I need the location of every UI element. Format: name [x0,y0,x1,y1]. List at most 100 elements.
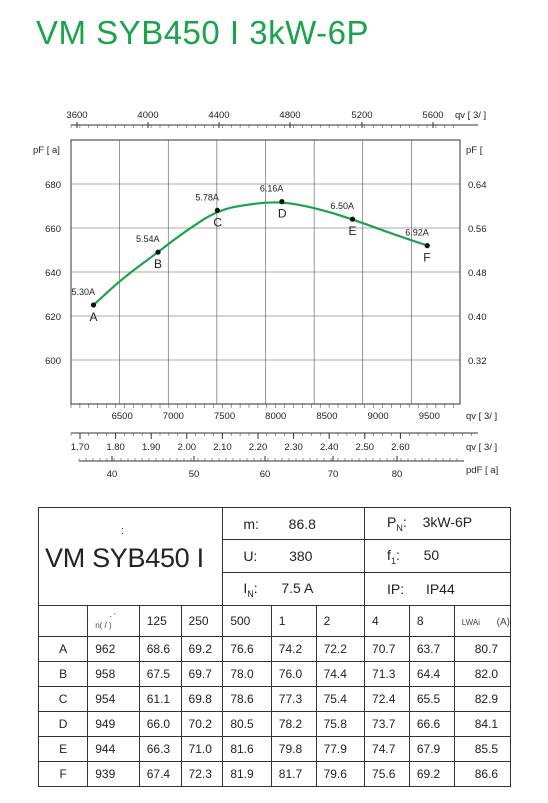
point-current-label: 5.30A [72,287,96,297]
x-top-tick-label: 4000 [137,110,158,121]
row-speed: 944 [87,736,140,762]
spec-dot: : [121,525,124,537]
x-bottom-2-tick-label: 1.80 [106,442,125,453]
performance-curve [92,201,428,306]
x-bottom-2-tick-label: 2.00 [178,442,197,453]
x-top-tick-label: 4800 [279,110,300,121]
y-left-axis-label: pF [ a] [33,145,60,156]
table-row: F 939 67.4 72.3 81.9 81.7 79.6 75.6 69.2 86.6 [37,761,512,787]
point-current-label: 5.54A [136,234,160,244]
spec-in-value: 7.5 A [281,579,314,596]
x-bottom-2-tick-label: 1.70 [71,442,90,453]
spec-in: IN: 7.5 A [222,572,366,606]
x-bottom-2-tick-label: 2.30 [284,442,303,453]
spec-ip: IP: IP44 [364,572,511,606]
row-band-value: 76.0 [270,661,317,687]
curve-point-f [424,243,430,249]
spec-pn-colon: : [402,514,407,531]
row-band-value: 67.9 [408,736,455,762]
table-row: E 944 66.3 71.0 81.6 79.8 77.9 74.7 67.9 85.5 [37,736,512,762]
row-band-value: 81.6 [222,736,272,762]
row-point: A [37,636,89,662]
row-band-value: 69.2 [408,761,455,787]
x-bottom-1-axis-label: qv [ 3/ ] [466,411,497,422]
point-current-label: 5.78A [195,192,219,202]
performance-chart: 600 620 640 660 680 pF [ a] 0.32 0.40 0.48 0.56 0.… [33,110,498,480]
noise-header-row: - ' n( / ) 125 250 500 1 2 4 8 LWAi (A) [37,605,512,637]
y-right-tick-label: 0.56 [468,224,487,235]
spec-in-label: I [243,579,248,596]
row-point: E [37,736,89,762]
curve-point-c [214,207,220,213]
row-band-value: 63.7 [408,636,455,662]
y-right-tick-label: 0.64 [468,180,487,191]
table-row: C 954 61.1 69.8 78.6 77.3 75.4 72.4 65.5 82.9 [37,686,512,712]
row-band-value: 66.3 [138,736,182,762]
row-band-value: 77.9 [315,736,366,762]
row-band-value: 81.7 [270,761,317,787]
row-band-value: 80.5 [222,711,272,737]
y-right-tick-label: 0.48 [468,268,487,279]
header-lwa-unit: (A) [496,617,510,628]
spec-in-colon: : [253,579,258,596]
row-lwa: 85.5 [453,736,512,762]
spec-m: m: 86.8 [222,507,366,540]
spec-m-value: 86.8 [288,515,316,532]
row-point: C [37,686,89,712]
x-bottom-3-axis-label: pdF [ a] [466,465,498,476]
row-band-value: 64.4 [408,661,455,687]
row-band-value: 75.6 [364,761,410,787]
row-band-value: 72.3 [180,761,224,787]
row-band-value: 77.3 [270,686,317,712]
header-speed: - ' n( / ) [87,605,140,637]
row-band-value: 81.9 [222,761,272,787]
row-band-value: 69.8 [180,686,224,712]
row-band-value: 66.6 [408,711,455,737]
y-left-tick-label: 600 [45,356,61,367]
row-band-value: 67.5 [138,661,182,687]
point-current-label: 6.16A [260,184,284,194]
point-name-label: A [90,310,98,324]
header-band-2k: 2 [315,605,366,637]
row-band-value: 71.0 [180,736,224,762]
x-bottom-1-tick-label: 9000 [368,411,389,422]
spec-pn-label: P [387,514,397,531]
x-bottom-1-tick-label: 7500 [214,411,235,422]
x-bottom-1-tick-label: 7000 [163,411,184,422]
row-band-value: 61.1 [138,686,182,712]
x-bottom-3-tick-label: 40 [107,469,118,480]
spec-pn: PN: 3kW-6P [364,507,511,540]
spec-model-cell: : VM SYB450 I [37,507,224,606]
spec-f1-colon: : [395,546,400,563]
header-band-250: 250 [180,605,224,637]
x-bottom-1-tick-label: 8000 [265,411,286,422]
point-current-label: 6.92A [405,228,429,238]
x-bottom-1-tick-label: 8500 [316,411,337,422]
x-top-tick-label: 4400 [208,110,229,121]
header-blank [37,605,89,637]
table-row: D 949 66.0 70.2 80.5 78.2 75.8 73.7 66.6 84.1 [37,711,512,737]
y-left-tick-label: 680 [45,180,61,191]
x-bottom-3-tick-label: 80 [392,469,403,480]
row-lwa: 82.0 [453,661,512,687]
x-bottom-3-tick-label: 50 [189,469,200,480]
y-left-tick-label: 660 [45,224,61,235]
spec-f1-value: 50 [423,546,440,563]
header-band-500: 500 [222,605,272,637]
row-speed: 954 [87,686,140,712]
row-band-value: 79.8 [270,736,317,762]
row-band-value: 78.6 [222,686,272,712]
point-name-label: D [278,207,287,221]
spec-model: VM SYB450 I [45,543,204,573]
x-bottom-2-tick-label: 2.20 [249,442,268,453]
row-band-value: 73.7 [364,711,410,737]
table-row: B 958 67.5 69.7 78.0 76.0 74.4 71.3 64.4 82.0 [37,661,512,687]
row-band-value: 69.7 [180,661,224,687]
spec-and-noise-table: : VM SYB450 I m: 86.8 PN: 3kW-6P U: 380 … [37,507,512,787]
row-band-value: 75.4 [315,686,366,712]
x-top-tick-label: 5600 [422,110,443,121]
spec-ip-label: IP: [387,581,405,597]
y-right-tick-label: 0.40 [468,312,487,323]
x-top-axis-label: qv [ 3/ ] [455,110,486,121]
row-lwa: 84.1 [453,711,512,737]
